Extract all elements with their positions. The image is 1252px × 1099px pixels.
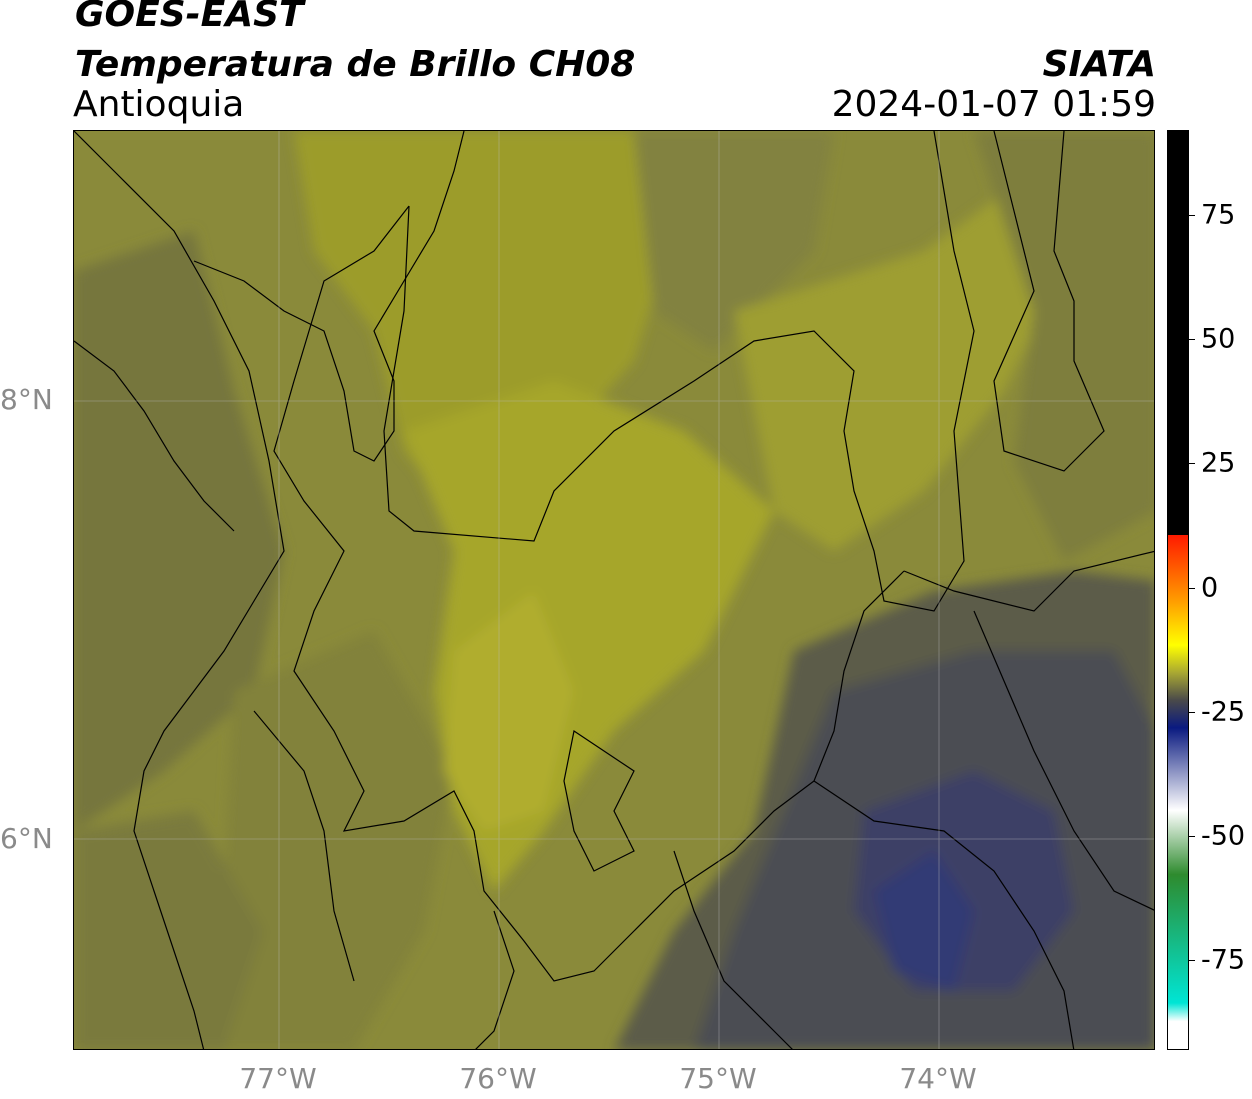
colorbar-tick — [1189, 836, 1195, 838]
lat-label-6n: 6°N — [0, 822, 53, 855]
timestamp-label: 2024-01-07 01:59 — [831, 84, 1156, 125]
colorbar-tick — [1189, 463, 1195, 465]
satellite-title: GOES-EAST — [75, 0, 304, 35]
colorbar-tick-label: 75 — [1201, 199, 1236, 231]
region-label: Antioquia — [73, 84, 245, 125]
colorbar-tick — [1189, 711, 1195, 713]
temperature-field — [74, 131, 1154, 1049]
lon-label-77w: 77°W — [239, 1062, 317, 1095]
colorbar-tick-label: 50 — [1201, 323, 1236, 355]
colorbar — [1167, 130, 1189, 1050]
colorbar-tick-label: 25 — [1201, 447, 1236, 479]
lat-label-8n: 8°N — [0, 383, 53, 416]
colorbar-tick — [1189, 338, 1195, 340]
brightness-temperature-map[interactable] — [73, 130, 1155, 1050]
colorbar-tick-label: -25 — [1201, 696, 1246, 728]
lon-label-76w: 76°W — [459, 1062, 537, 1095]
colorbar-tick-label: -50 — [1201, 820, 1246, 852]
boundaries — [74, 131, 1154, 1049]
lon-label-75w: 75°W — [679, 1062, 757, 1095]
product-title: Temperatura de Brillo CH08 — [75, 44, 636, 85]
colorbar-tick-label: 0 — [1201, 572, 1219, 603]
colorbar-tick-label: -75 — [1201, 944, 1246, 976]
map-canvas — [74, 131, 1154, 1049]
graticule — [74, 131, 1154, 1049]
colorbar-tick — [1189, 587, 1195, 589]
lon-label-74w: 74°W — [899, 1062, 977, 1095]
colorbar-tick — [1189, 960, 1195, 962]
colorbar-tick — [1189, 214, 1195, 216]
brand-label: SIATA — [1042, 44, 1156, 85]
